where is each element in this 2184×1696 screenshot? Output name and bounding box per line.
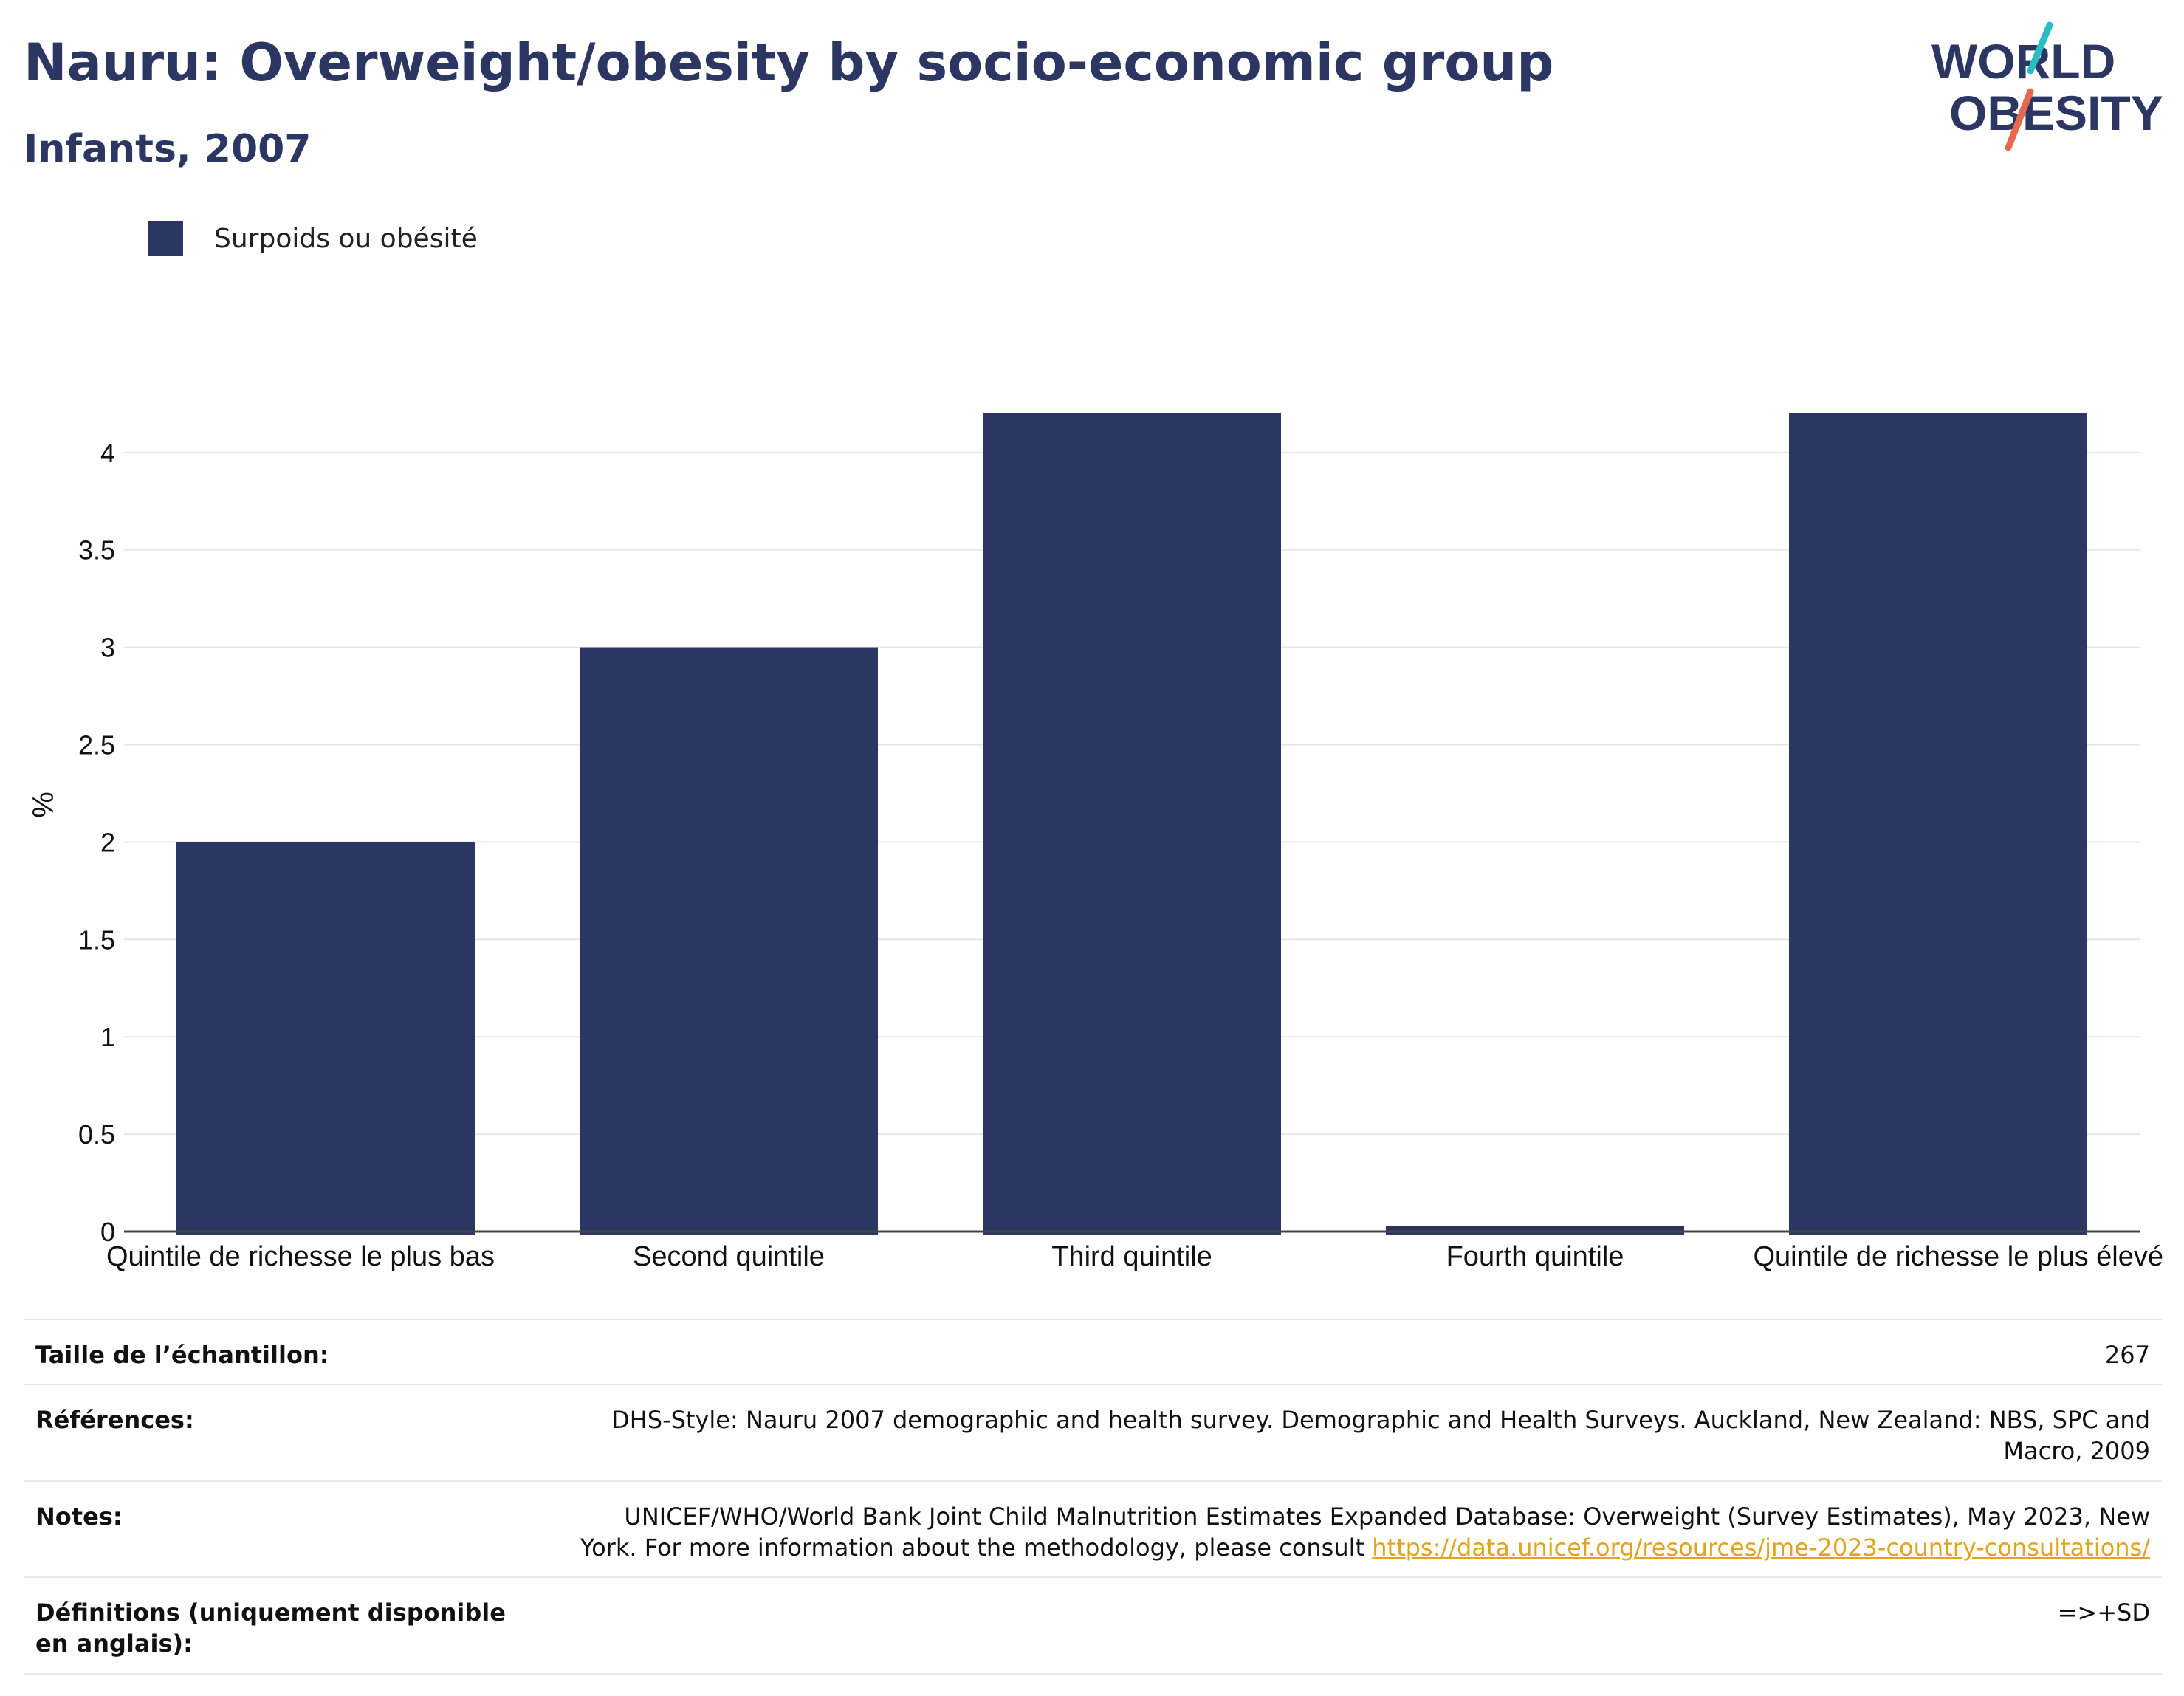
world-obesity-logo: WORLD OBESITY xyxy=(1931,21,2163,151)
logo-slash-red xyxy=(2005,88,2034,151)
y-tick-label: 0.5 xyxy=(78,1119,115,1150)
x-tick-label: Third quintile xyxy=(1051,1241,1212,1272)
y-tick-label: 1 xyxy=(100,1022,115,1052)
y-tick-label: 0 xyxy=(100,1217,115,1247)
bar xyxy=(982,413,1282,1235)
y-tick-label: 3 xyxy=(100,633,115,663)
x-tick-label: Fourth quintile xyxy=(1446,1241,1624,1272)
y-tick-label: 4 xyxy=(100,438,115,468)
sample-size-value: 267 xyxy=(549,1318,2162,1385)
legend: Surpoids ou obésité xyxy=(148,219,478,258)
bars xyxy=(176,413,2088,1235)
x-tick-labels: Quintile de richesse le plus bas Second q… xyxy=(106,1241,2163,1272)
info-table: Taille de l’échantillon: 267 Références:… xyxy=(24,1318,2162,1675)
definitions-label: Définitions (uniquement disponible en an… xyxy=(24,1576,549,1675)
references-label: Références: xyxy=(24,1384,549,1481)
info-row-notes: Notes: UNICEF/WHO/World Bank Joint Child… xyxy=(24,1480,2162,1578)
bar xyxy=(1788,413,2088,1235)
logo-text-obesity: OBESITY xyxy=(1949,86,2163,140)
sample-size-label: Taille de l’échantillon: xyxy=(24,1318,549,1385)
info-row-sample: Taille de l’échantillon: 267 xyxy=(24,1318,2162,1385)
logo-slash-teal xyxy=(2027,21,2053,75)
legend-swatch xyxy=(148,221,183,256)
chart-title: Nauru: Overweight/obesity by socio-econo… xyxy=(24,32,1554,93)
y-tick-label: 1.5 xyxy=(78,924,115,955)
methodology-link[interactable]: https://data.unicef.org/resources/jme-20… xyxy=(1372,1533,2150,1562)
y-tick-label: 3.5 xyxy=(78,535,115,566)
bar xyxy=(1385,1226,1685,1235)
notes-label: Notes: xyxy=(24,1480,549,1578)
references-value: DHS-Style: Nauru 2007 demographic and he… xyxy=(549,1384,2162,1481)
info-row-references: Références: DHS-Style: Nauru 2007 demogr… xyxy=(24,1384,2162,1481)
chart-subtitle: Infants, 2007 xyxy=(24,127,312,171)
legend-label: Surpoids ou obésité xyxy=(214,223,478,254)
y-tick-label: 2 xyxy=(100,827,115,857)
definitions-value: =>+SD xyxy=(549,1576,2162,1675)
y-tick-label: 2.5 xyxy=(78,729,115,760)
x-tick-label: Quintile de richesse le plus élevé xyxy=(1753,1241,2163,1272)
bar xyxy=(579,647,879,1235)
x-tick-label: Second quintile xyxy=(633,1241,825,1272)
y-tick-labels: 0 0.5 1 1.5 2 2.5 3 3.5 4 xyxy=(78,438,115,1247)
notes-text: UNICEF/WHO/World Bank Joint Child Malnut… xyxy=(580,1502,2150,1562)
y-axis-label: % xyxy=(27,792,60,818)
notes-value: UNICEF/WHO/World Bank Joint Child Malnut… xyxy=(549,1480,2162,1578)
bar-chart: 0 0.5 1 1.5 2 2.5 3 3.5 4 Quintile de richesse l… xyxy=(27,413,2163,1272)
logo-text-world: WORLD xyxy=(1931,34,2115,89)
x-tick-label: Quintile de richesse le plus bas xyxy=(106,1241,495,1272)
bar xyxy=(176,842,475,1235)
info-row-definitions: Définitions (uniquement disponible en an… xyxy=(24,1576,2162,1675)
